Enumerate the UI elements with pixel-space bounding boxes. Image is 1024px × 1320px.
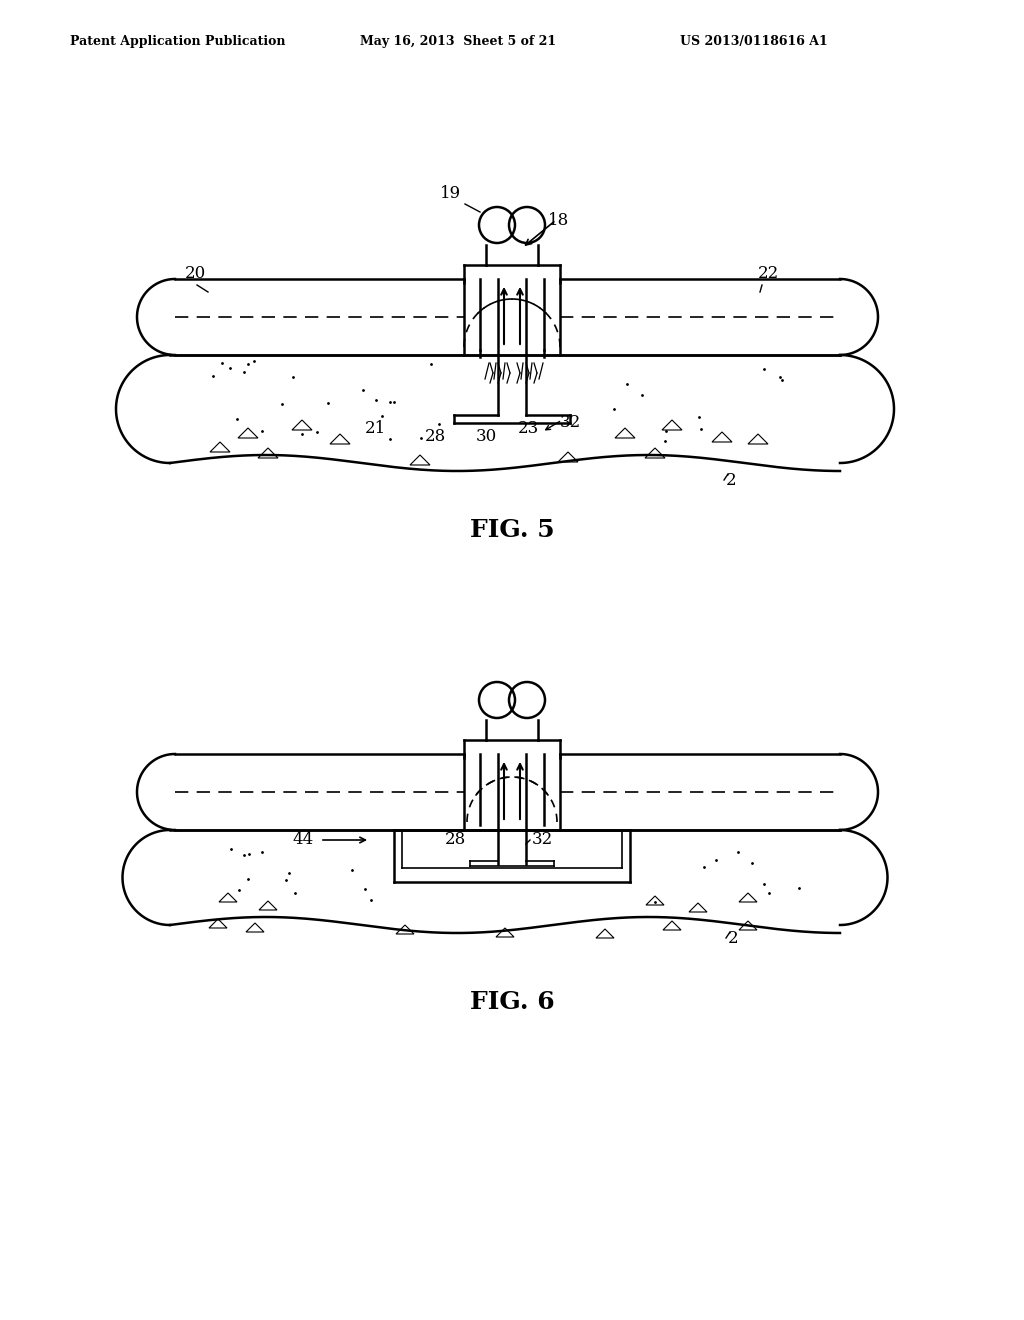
Text: 44: 44 [292, 832, 313, 849]
Text: 2: 2 [726, 473, 736, 488]
Text: 32: 32 [560, 414, 582, 432]
Text: 30: 30 [476, 428, 498, 445]
Text: 2: 2 [728, 931, 738, 946]
Text: May 16, 2013  Sheet 5 of 21: May 16, 2013 Sheet 5 of 21 [360, 36, 556, 48]
Text: 18: 18 [548, 213, 569, 228]
Text: Patent Application Publication: Patent Application Publication [70, 36, 286, 48]
Text: 19: 19 [440, 185, 461, 202]
Text: 20: 20 [185, 265, 206, 282]
Text: FIG. 5: FIG. 5 [470, 517, 554, 543]
Text: FIG. 6: FIG. 6 [470, 990, 554, 1014]
Text: 28: 28 [445, 832, 466, 849]
Text: 28: 28 [425, 428, 446, 445]
Text: 22: 22 [758, 265, 779, 282]
Text: 23: 23 [518, 420, 540, 437]
Text: US 2013/0118616 A1: US 2013/0118616 A1 [680, 36, 827, 48]
Text: 21: 21 [365, 420, 386, 437]
Text: 32: 32 [532, 832, 553, 849]
